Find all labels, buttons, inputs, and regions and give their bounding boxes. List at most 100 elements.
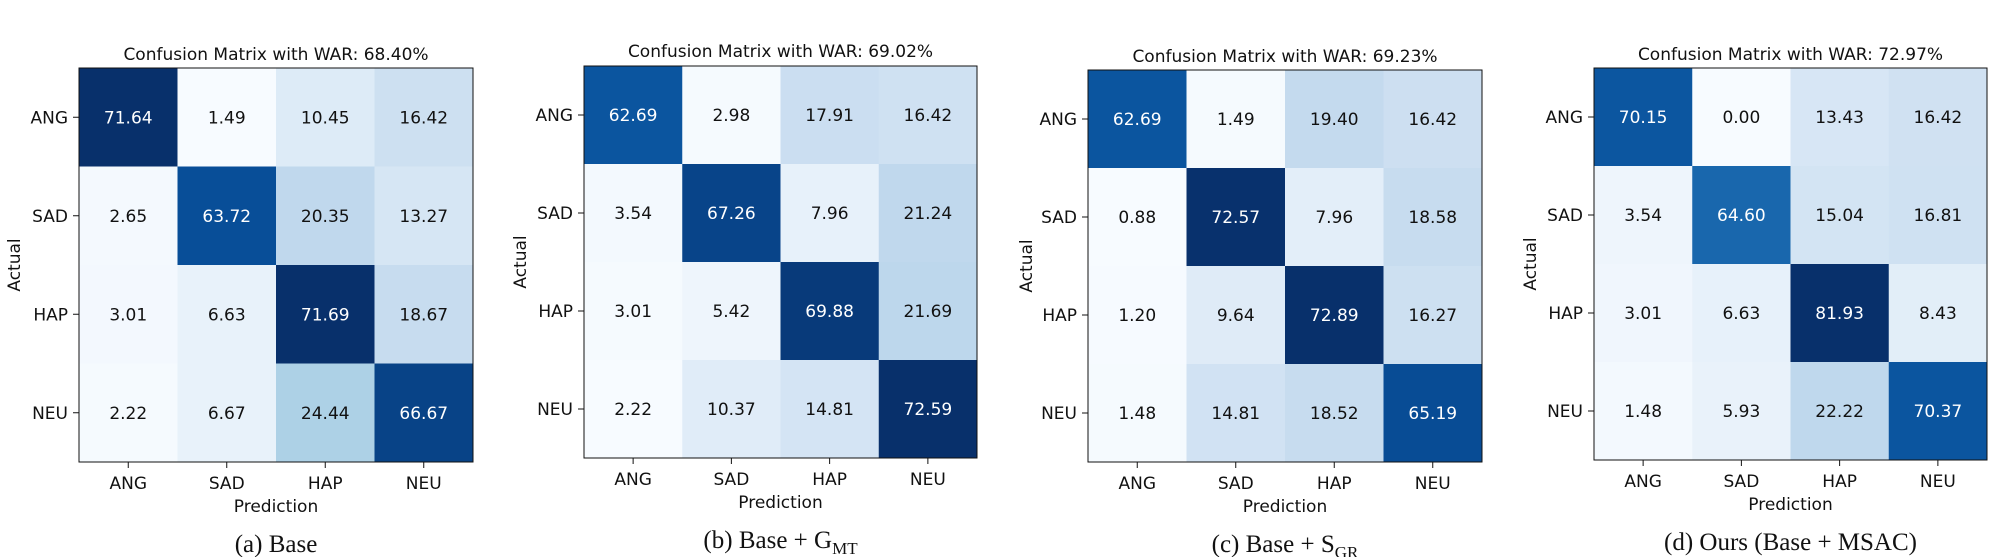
heatmap-cell [79, 265, 178, 364]
cell-value-label: 24.44 [301, 404, 350, 424]
heatmap-frame [78, 67, 474, 463]
chart-title: Confusion Matrix with WAR: 68.40% [123, 45, 428, 65]
x-tick-label: HAP [308, 474, 343, 494]
heatmap-cell [1790, 68, 1890, 167]
heatmap-cell [177, 68, 277, 167]
heatmap-cell [177, 265, 277, 364]
cell-value-label: 69.88 [805, 302, 854, 322]
cell-value-label: 1.48 [1118, 404, 1156, 424]
cell-value-label: 15.04 [1815, 206, 1864, 226]
heatmap-cell [1186, 266, 1286, 365]
cell-value-label: 72.57 [1211, 208, 1260, 228]
heatmap-cell [1692, 362, 1791, 461]
heatmap-cell [276, 68, 375, 167]
cell-value-label: 64.60 [1717, 206, 1766, 226]
cell-value-label: 8.43 [1919, 304, 1957, 324]
cell-value-label: 72.59 [904, 400, 953, 420]
heatmap-cell [780, 360, 880, 459]
cell-value-label: 14.81 [1211, 404, 1260, 424]
heatmap-cell [878, 66, 978, 165]
heatmap-cell [177, 166, 277, 266]
y-tick-label: HAP [1548, 304, 1583, 324]
cell-value-label: 66.67 [399, 404, 448, 424]
heatmap-cell [1790, 166, 1890, 265]
heatmap-cell [584, 164, 683, 263]
x-tick-label: HAP [1822, 472, 1857, 492]
heatmap-cell [1383, 364, 1483, 463]
heatmap-cell [780, 66, 880, 165]
heatmap-cell [1186, 364, 1286, 463]
cell-value-label: 62.69 [1113, 110, 1162, 130]
heatmap-cell [780, 262, 880, 361]
y-tick-label: ANG [535, 106, 573, 126]
cell-value-label: 1.49 [1217, 110, 1255, 130]
heatmap-cell [1888, 166, 1988, 265]
cell-value-label: 14.81 [805, 400, 854, 420]
x-tick-label: ANG [109, 474, 147, 494]
x-tick-label: NEU [1415, 474, 1451, 494]
cell-value-label: 71.64 [104, 108, 153, 128]
heatmap-cell [1383, 70, 1483, 169]
heatmap-cell [1088, 70, 1187, 169]
cell-value-label: 0.88 [1118, 208, 1156, 228]
cell-value-label: 18.52 [1310, 404, 1359, 424]
y-axis-label: Actual [1017, 239, 1037, 292]
y-axis-label: Actual [1521, 237, 1541, 290]
cell-value-label: 3.01 [1624, 304, 1662, 324]
y-tick-label: HAP [33, 305, 68, 325]
heatmap-cell [682, 66, 781, 165]
cell-value-label: 2.98 [712, 106, 750, 126]
x-tick-label: NEU [1920, 472, 1956, 492]
y-tick-label: HAP [1042, 306, 1077, 326]
cell-value-label: 7.96 [811, 204, 849, 224]
heatmap-cell [1285, 70, 1384, 169]
heatmap-cell [1186, 168, 1286, 267]
heatmap-cell [1888, 68, 1988, 167]
heatmap-cell [1790, 362, 1890, 461]
cell-value-label: 16.42 [1408, 110, 1457, 130]
heatmap-cell [276, 166, 375, 266]
panel-caption: (c) Base + SGR [1212, 531, 1359, 557]
heatmap-cell [1692, 166, 1791, 265]
cell-value-label: 2.65 [109, 207, 147, 227]
cell-value-label: 2.22 [109, 404, 147, 424]
x-tick-label: SAD [209, 474, 245, 494]
heatmap-cell [1594, 166, 1693, 265]
caption-subscript: MT [832, 539, 858, 557]
chart-title: Confusion Matrix with WAR: 69.23% [1132, 47, 1437, 67]
heatmap-cell [878, 360, 978, 459]
heatmap-cell [1594, 264, 1693, 363]
heatmap-frame [1087, 69, 1483, 463]
y-axis-label: Actual [511, 235, 531, 288]
x-tick-label: NEU [406, 474, 442, 494]
heatmap-cell [1692, 264, 1791, 363]
cell-value-label: 10.45 [301, 108, 350, 128]
cell-value-label: 63.72 [202, 207, 251, 227]
heatmap-cell [1888, 264, 1988, 363]
cell-value-label: 13.27 [399, 207, 448, 227]
heatmap-cell [584, 66, 683, 165]
cell-value-label: 1.49 [208, 108, 246, 128]
y-tick-label: ANG [30, 108, 68, 128]
heatmap-cell [79, 363, 178, 463]
cell-value-label: 16.42 [399, 108, 448, 128]
heatmap-frame [583, 65, 978, 459]
heatmap-cell [1383, 266, 1483, 365]
cell-value-label: 5.93 [1722, 402, 1760, 422]
y-tick-label: SAD [1041, 208, 1077, 228]
heatmap-cell [1186, 70, 1286, 169]
cell-value-label: 18.58 [1408, 208, 1457, 228]
cell-value-label: 18.67 [399, 305, 448, 325]
y-tick-label: SAD [32, 207, 68, 227]
heatmap-cell [1285, 266, 1384, 365]
y-axis-label: Actual [5, 238, 25, 291]
heatmap-cell [1285, 168, 1384, 267]
cell-value-label: 2.22 [614, 400, 652, 420]
x-tick-label: SAD [1723, 472, 1759, 492]
panel-caption: (a) Base [235, 531, 318, 557]
confusion-matrix-panel-4: Confusion Matrix with WAR: 72.97% 70.15 0.… [1521, 45, 1988, 556]
x-tick-label: HAP [1317, 474, 1352, 494]
heatmap-cell [682, 164, 781, 263]
heatmap-cell [682, 360, 781, 459]
cell-value-label: 3.01 [109, 305, 147, 325]
